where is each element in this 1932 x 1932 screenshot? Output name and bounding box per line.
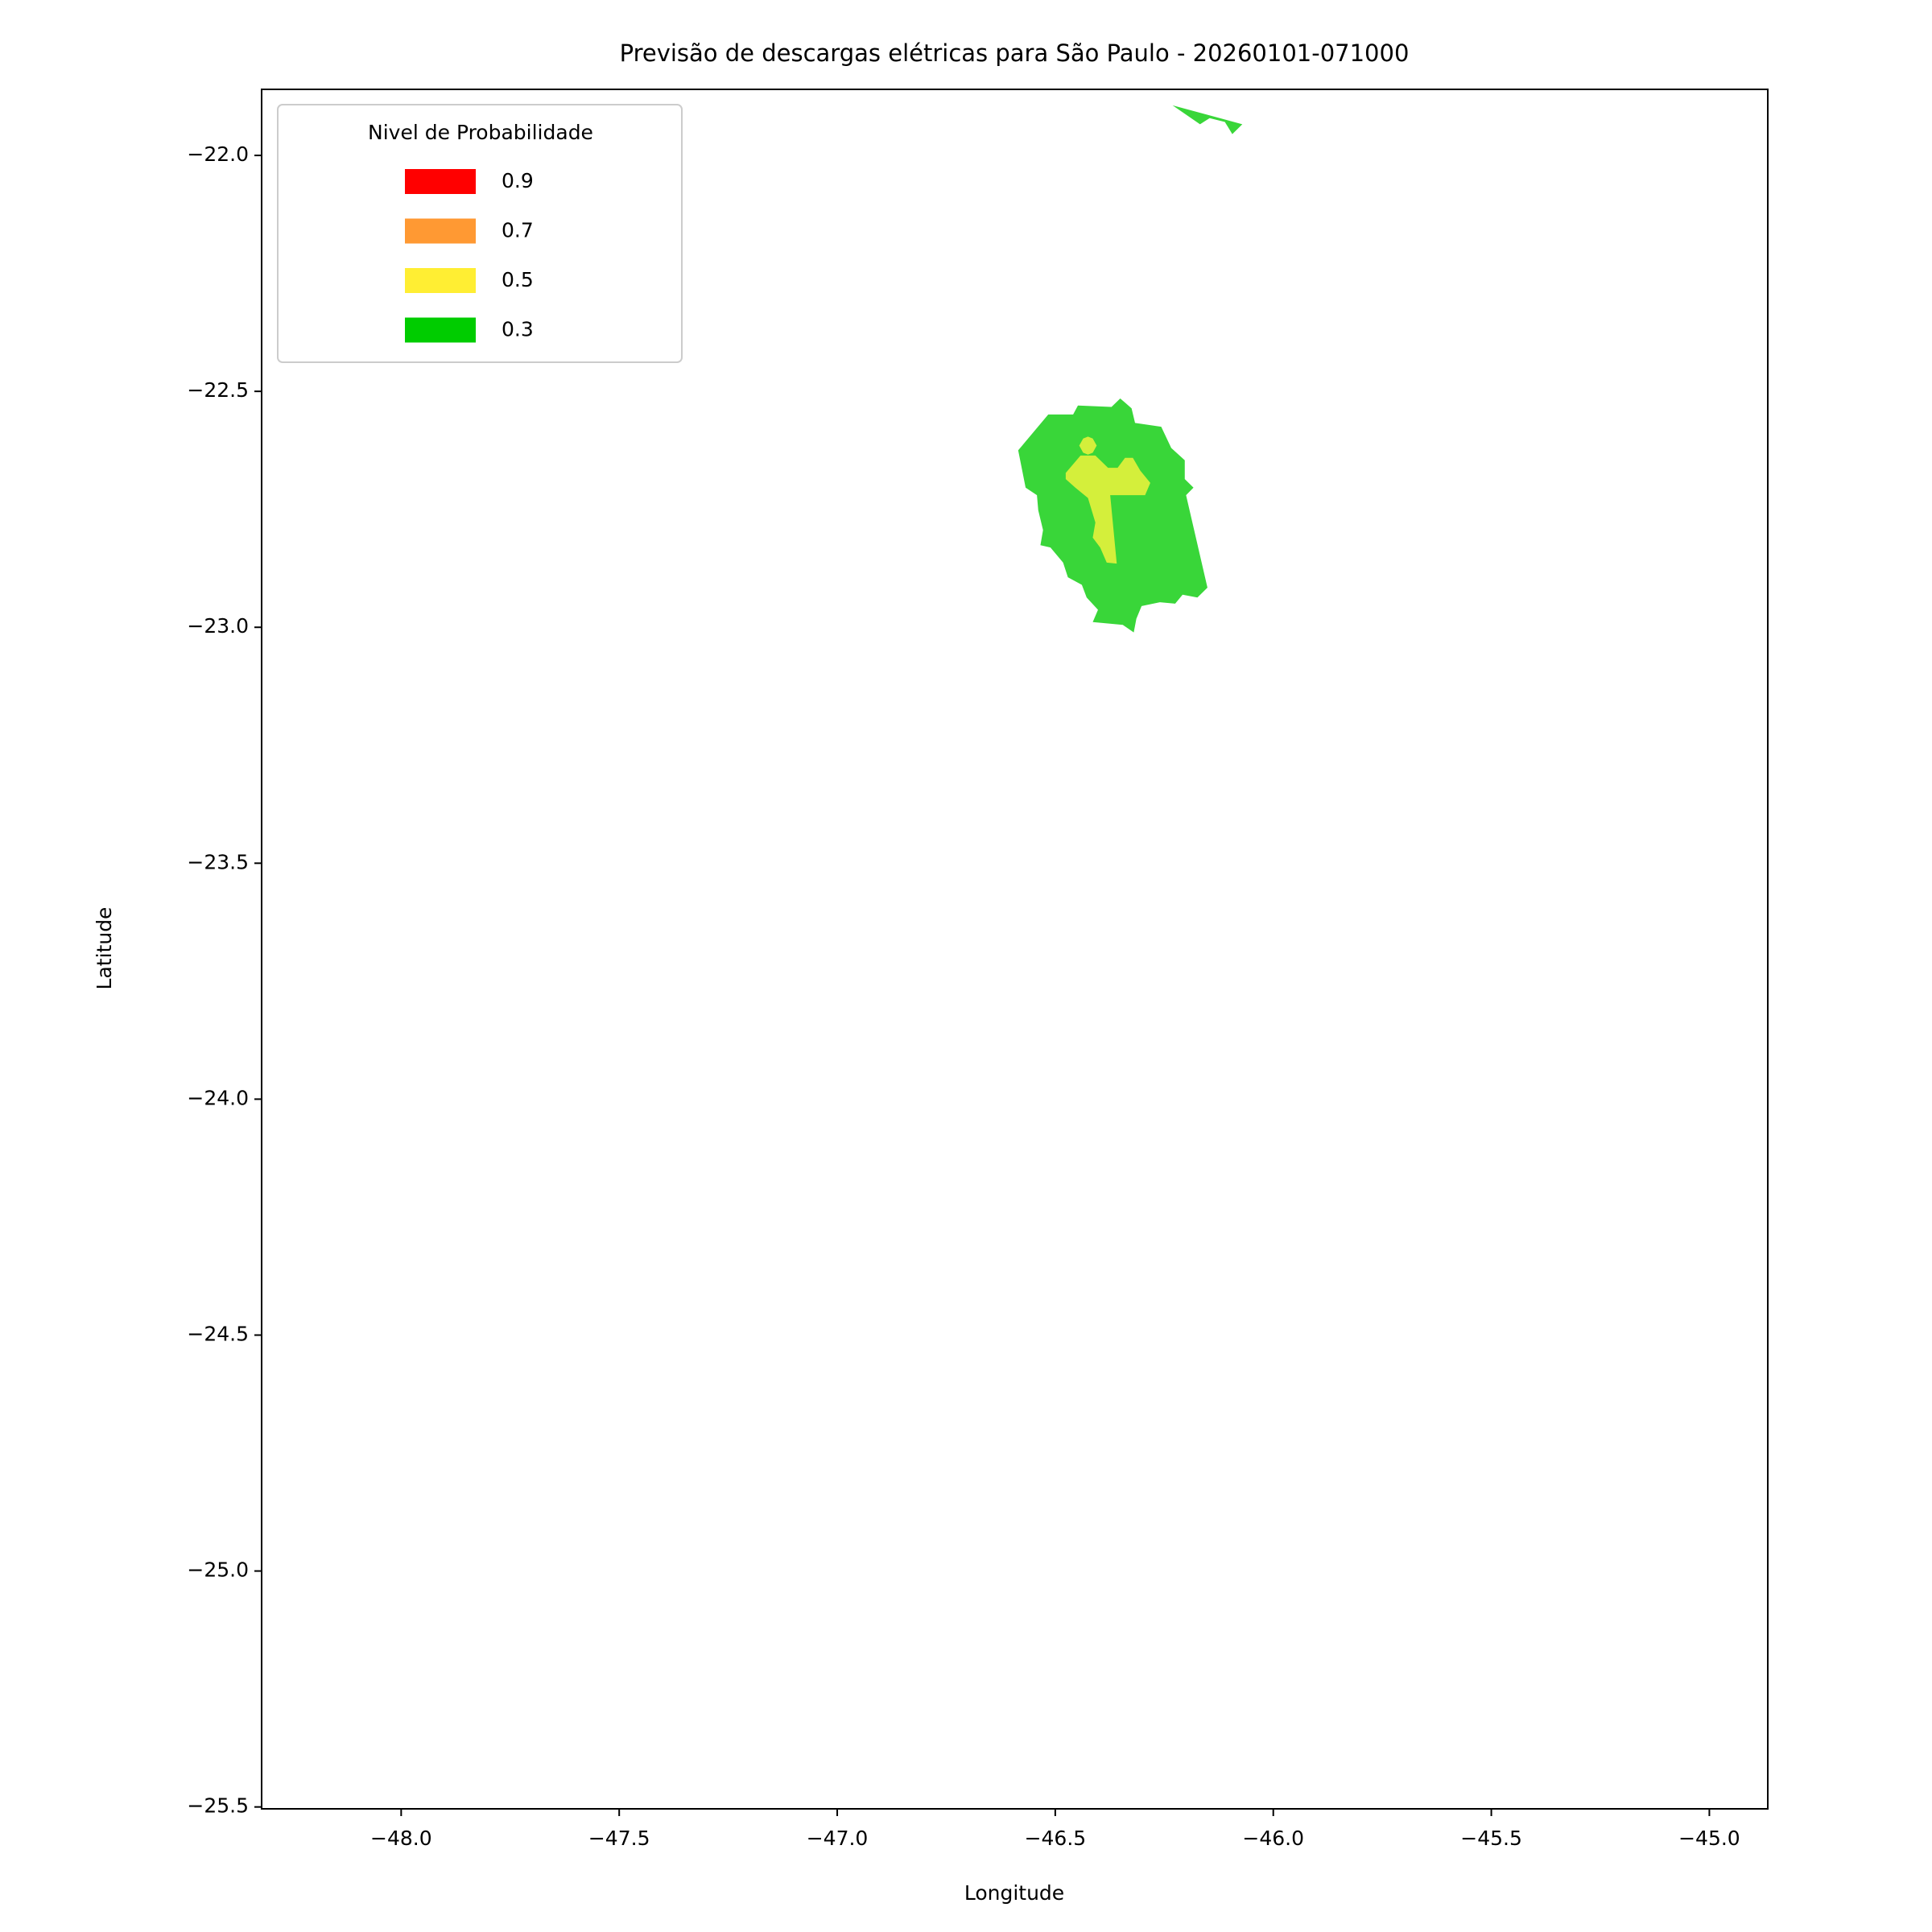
- legend-swatch: [405, 169, 476, 194]
- x-tick-label: −48.0: [370, 1827, 432, 1850]
- legend-swatch: [405, 268, 476, 293]
- x-tick-label: −47.0: [807, 1827, 869, 1850]
- forecast-region: [1079, 436, 1097, 455]
- x-tick-label: −46.0: [1242, 1827, 1304, 1850]
- legend-label: 0.9: [502, 169, 534, 192]
- x-tick-label: −46.5: [1025, 1827, 1087, 1850]
- y-tick-label: −22.5: [187, 378, 249, 402]
- legend-label: 0.5: [502, 268, 534, 291]
- y-axis-label: Latitude: [93, 907, 116, 990]
- y-tick-label: −23.5: [187, 850, 249, 873]
- forecast-region: [1018, 398, 1208, 633]
- y-tick-label: −24.0: [187, 1086, 249, 1109]
- legend-label: 0.7: [502, 219, 534, 242]
- legend-swatch: [405, 317, 476, 343]
- y-tick-label: −23.0: [187, 614, 249, 638]
- x-tick-label: −47.5: [588, 1827, 650, 1850]
- y-tick-label: −25.5: [187, 1794, 249, 1818]
- forecast-region: [1172, 105, 1243, 134]
- plot-frame: [261, 89, 1769, 1810]
- legend-box: [277, 104, 683, 363]
- x-axis-label: Longitude: [964, 1881, 1064, 1905]
- y-tick-label: −24.5: [187, 1322, 249, 1345]
- chart-title: Previsão de descargas elétricas para São…: [620, 39, 1410, 67]
- forecast-region: [1065, 455, 1150, 564]
- x-tick-label: −45.5: [1460, 1827, 1522, 1850]
- x-tick-label: −45.0: [1678, 1827, 1740, 1850]
- legend-label: 0.3: [502, 318, 534, 341]
- legend-title: Nivel de Probabilidade: [368, 121, 593, 144]
- y-tick-label: −22.0: [187, 142, 249, 166]
- y-tick-label: −25.0: [187, 1558, 249, 1582]
- legend-swatch: [405, 218, 476, 244]
